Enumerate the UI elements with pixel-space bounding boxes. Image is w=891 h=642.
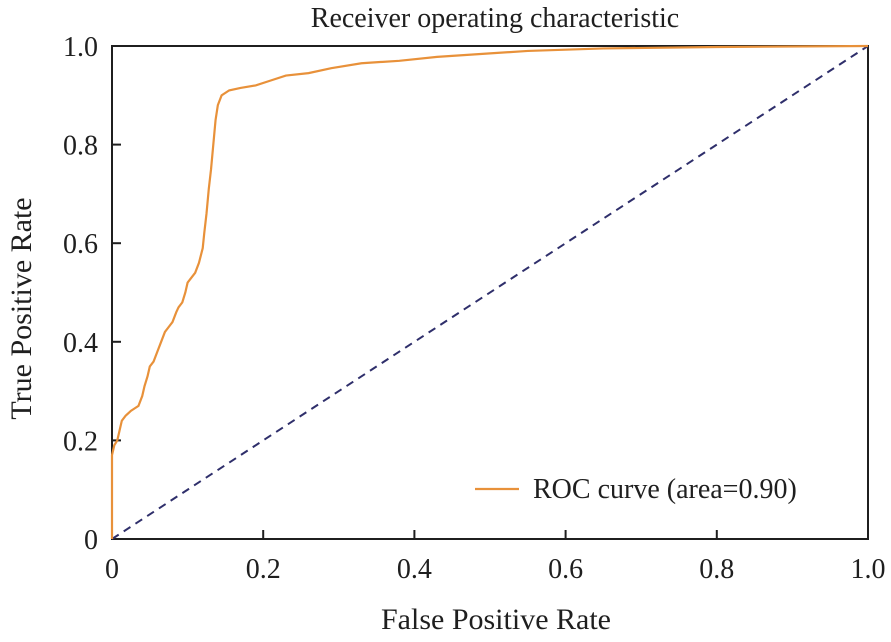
x-tick-label-0-6: 0.6 xyxy=(548,554,583,585)
y-tick-label-0-4: 0.4 xyxy=(63,328,98,359)
x-tick-label-0-4: 0.4 xyxy=(397,554,432,585)
y-tick-label-1-0: 1.0 xyxy=(63,32,98,63)
legend-label-roc: ROC curve (area=0.90) xyxy=(533,474,797,505)
y-tick-label-0: 0 xyxy=(84,525,98,556)
x-tick-label-0-8: 0.8 xyxy=(699,554,734,585)
y-tick-label-0-8: 0.8 xyxy=(63,131,98,162)
x-axis-ticks: 0 0.2 0.4 0.6 0.8 1.0 xyxy=(105,530,886,585)
y-axis-ticks: 0 0.2 0.4 0.6 0.8 1.0 xyxy=(63,32,121,556)
y-tick-label-0-6: 0.6 xyxy=(63,229,98,260)
y-axis-title: True Positive Rate xyxy=(5,197,38,419)
legend: ROC curve (area=0.90) xyxy=(475,474,797,505)
x-tick-label-0-2: 0.2 xyxy=(246,554,281,585)
chart-title: Receiver operating characteristic xyxy=(311,3,679,34)
x-tick-label-0: 0 xyxy=(105,554,119,585)
roc-curve-line xyxy=(110,44,869,539)
y-tick-label-0-2: 0.2 xyxy=(63,426,98,457)
x-axis-title: False Positive Rate xyxy=(381,603,611,636)
random-baseline-line xyxy=(111,45,869,540)
x-tick-label-1-0: 1.0 xyxy=(851,554,886,585)
plot-frame xyxy=(111,45,869,540)
